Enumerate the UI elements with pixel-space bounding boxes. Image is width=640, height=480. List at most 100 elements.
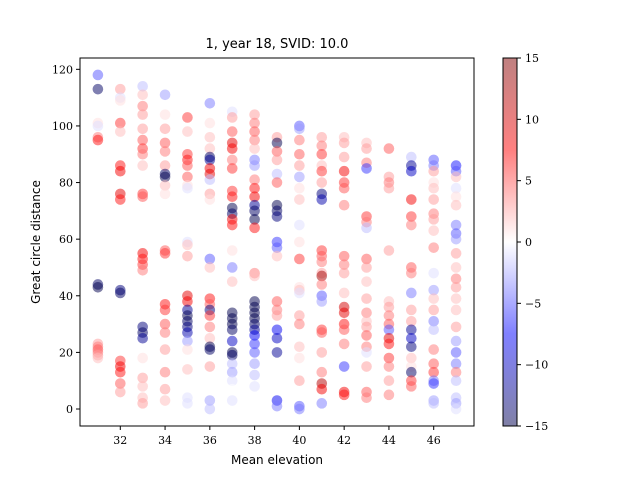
scatter-point <box>338 151 350 163</box>
scatter-point <box>450 403 462 415</box>
scatter-point <box>159 248 171 259</box>
scatter-point <box>361 293 372 304</box>
scatter-point <box>406 219 417 231</box>
colorbar-tick-label: 0 <box>525 236 532 249</box>
scatter-point <box>406 315 417 327</box>
scatter-point <box>271 146 283 157</box>
scatter-point <box>383 338 395 350</box>
scatter-point <box>428 284 440 296</box>
y-tick-label: 60 <box>59 233 73 246</box>
scatter-point <box>406 287 417 299</box>
scatter-point <box>249 182 260 194</box>
scatter-point <box>226 383 238 395</box>
scatter-point <box>137 100 148 112</box>
scatter-point <box>137 372 148 384</box>
scatter-point <box>383 324 395 336</box>
scatter-point <box>316 279 328 290</box>
scatter-point <box>450 191 462 203</box>
scatter-point <box>226 154 238 166</box>
y-tick-label: 20 <box>59 346 73 359</box>
scatter-point <box>271 168 283 180</box>
scatter-point <box>249 126 260 137</box>
scatter-point <box>159 327 171 338</box>
scatter-point <box>226 262 238 273</box>
scatter-point <box>316 327 328 338</box>
scatter-point <box>450 304 462 316</box>
scatter-point <box>294 341 305 353</box>
scatter-point <box>226 366 238 378</box>
scatter-point <box>361 330 372 341</box>
scatter-point <box>182 250 193 262</box>
scatter-point <box>204 154 216 166</box>
scatter-point <box>450 248 462 259</box>
scatter-point <box>450 262 462 273</box>
scatter-point <box>249 160 260 171</box>
colorbar: −15 −10 −5 0 5 10 15 <box>502 52 548 433</box>
scatter-point <box>294 134 305 146</box>
scatter-point <box>383 361 395 372</box>
scatter-point <box>226 163 238 174</box>
scatter-point <box>338 199 350 211</box>
scatter-point <box>92 281 104 293</box>
scatter-point <box>294 253 305 265</box>
scatter-point <box>159 180 171 191</box>
colorbar-tick-label: −10 <box>525 359 548 372</box>
scatter-point <box>450 182 462 194</box>
scatter-point <box>450 233 462 245</box>
scatter-point <box>204 310 216 321</box>
scatter-point <box>428 358 440 370</box>
scatter-point <box>428 182 440 194</box>
scatter-point <box>428 344 440 355</box>
scatter-point <box>271 242 283 253</box>
scatter-point <box>338 137 350 149</box>
scatter-point <box>271 347 283 358</box>
x-axis: 32 34 36 38 40 42 44 46 <box>113 426 441 447</box>
x-tick-label: 42 <box>337 434 351 447</box>
scatter-point <box>450 358 462 370</box>
scatter-point <box>159 366 171 378</box>
scatter-point <box>271 332 283 344</box>
scatter-point <box>316 270 328 282</box>
scatter-point <box>316 140 328 152</box>
scatter-point <box>115 386 126 398</box>
scatter-point <box>115 95 126 106</box>
scatter-point <box>115 378 126 389</box>
scatter-point <box>361 321 372 333</box>
scatter-point <box>338 259 350 270</box>
scatter-point <box>294 123 305 135</box>
x-tick-label: 40 <box>292 434 306 447</box>
scatter-point <box>182 364 193 375</box>
scatter-point <box>428 225 440 236</box>
scatter-point <box>92 352 104 364</box>
plot-frame <box>79 57 475 427</box>
scatter-point <box>204 174 216 186</box>
scatter-point <box>338 267 350 279</box>
scatter-point <box>361 307 372 319</box>
scatter-point <box>361 361 372 372</box>
scatter-point <box>450 199 462 211</box>
scatter-point <box>450 347 462 358</box>
scatter-point <box>428 293 440 304</box>
scatter-point <box>226 191 238 203</box>
colorbar-gradient <box>502 57 518 427</box>
scatter-point <box>182 126 193 137</box>
scatter-point <box>137 352 148 364</box>
colorbar-tick-label: 5 <box>525 175 532 188</box>
scatter-point <box>383 310 395 321</box>
scatter-point <box>271 211 283 222</box>
scatter-point <box>383 301 395 313</box>
scatter-point <box>406 324 417 336</box>
scatter-point <box>406 381 417 392</box>
scatter-point <box>249 222 260 234</box>
scatter-point <box>383 375 395 387</box>
scatter-point <box>182 160 193 171</box>
y-tick-label: 80 <box>59 177 73 190</box>
scatter-point <box>204 97 216 109</box>
scatter-point <box>249 381 260 392</box>
scatter-point <box>249 174 260 186</box>
scatter-point <box>428 194 440 205</box>
scatter-point <box>159 123 171 135</box>
scatter-point <box>137 191 148 203</box>
scatter-point <box>249 134 260 146</box>
